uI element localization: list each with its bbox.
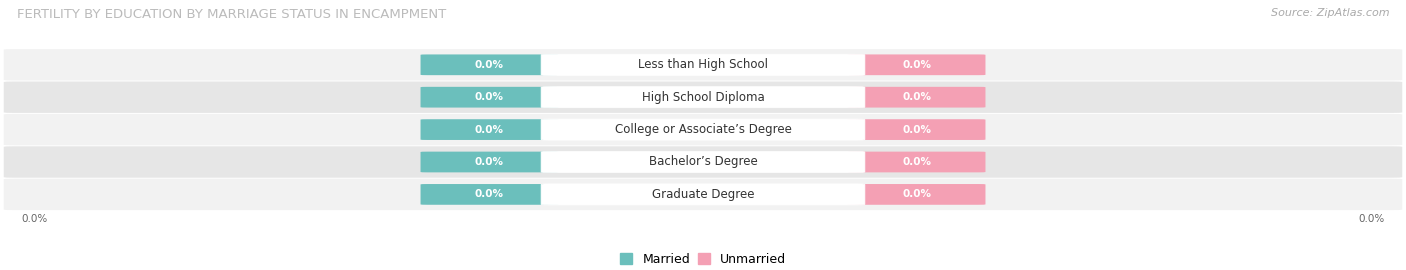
FancyBboxPatch shape: [4, 146, 1402, 178]
FancyBboxPatch shape: [420, 55, 558, 75]
Text: Bachelor’s Degree: Bachelor’s Degree: [648, 156, 758, 168]
Legend: Married, Unmarried: Married, Unmarried: [620, 253, 786, 266]
FancyBboxPatch shape: [848, 152, 986, 172]
Text: 0.0%: 0.0%: [475, 124, 503, 135]
FancyBboxPatch shape: [541, 151, 865, 173]
FancyBboxPatch shape: [420, 152, 558, 172]
FancyBboxPatch shape: [420, 87, 558, 107]
Text: 0.0%: 0.0%: [1358, 214, 1385, 224]
FancyBboxPatch shape: [848, 119, 986, 140]
FancyBboxPatch shape: [4, 114, 1402, 145]
Text: 0.0%: 0.0%: [475, 157, 503, 167]
FancyBboxPatch shape: [848, 87, 986, 107]
Text: 0.0%: 0.0%: [903, 189, 931, 200]
FancyBboxPatch shape: [541, 119, 865, 140]
Text: FERTILITY BY EDUCATION BY MARRIAGE STATUS IN ENCAMPMENT: FERTILITY BY EDUCATION BY MARRIAGE STATU…: [17, 8, 446, 21]
Text: 0.0%: 0.0%: [903, 157, 931, 167]
Text: 0.0%: 0.0%: [475, 92, 503, 102]
FancyBboxPatch shape: [848, 184, 986, 205]
Text: 0.0%: 0.0%: [21, 214, 48, 224]
FancyBboxPatch shape: [4, 82, 1402, 113]
FancyBboxPatch shape: [541, 87, 865, 108]
FancyBboxPatch shape: [420, 184, 558, 205]
Text: 0.0%: 0.0%: [475, 60, 503, 70]
Text: 0.0%: 0.0%: [475, 189, 503, 200]
FancyBboxPatch shape: [541, 54, 865, 75]
Text: 0.0%: 0.0%: [903, 124, 931, 135]
Text: College or Associate’s Degree: College or Associate’s Degree: [614, 123, 792, 136]
FancyBboxPatch shape: [420, 119, 558, 140]
Text: High School Diploma: High School Diploma: [641, 91, 765, 104]
FancyBboxPatch shape: [848, 55, 986, 75]
Text: 0.0%: 0.0%: [903, 92, 931, 102]
Text: Less than High School: Less than High School: [638, 58, 768, 71]
Text: Source: ZipAtlas.com: Source: ZipAtlas.com: [1271, 8, 1389, 18]
Text: Graduate Degree: Graduate Degree: [652, 188, 754, 201]
FancyBboxPatch shape: [4, 179, 1402, 210]
FancyBboxPatch shape: [4, 49, 1402, 80]
Text: 0.0%: 0.0%: [903, 60, 931, 70]
FancyBboxPatch shape: [541, 184, 865, 205]
